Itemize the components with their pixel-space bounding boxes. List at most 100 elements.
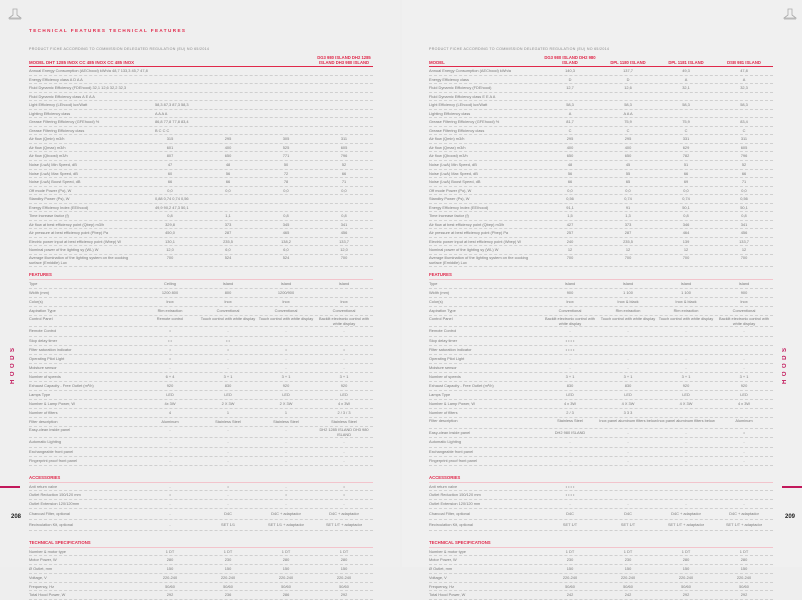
table-cell: - xyxy=(227,457,229,463)
table-row: Electric power input at best efficiency … xyxy=(429,238,773,247)
table-row: Fingerprint proof front panel - - - - xyxy=(29,457,373,466)
table-cell: 629 xyxy=(682,144,690,150)
table-cell: - xyxy=(227,501,229,507)
row-label: Type xyxy=(29,281,38,287)
range-hood-icon xyxy=(783,8,797,20)
table-cell: 32,1 xyxy=(682,85,690,91)
table-cell: 139 xyxy=(682,238,690,244)
table-row: Automatic Lighting - - - - xyxy=(429,438,773,448)
table-cell: 807 xyxy=(166,153,174,159)
table-row: Automatic Lighting - - - - xyxy=(29,438,373,448)
table-cell: 50 xyxy=(283,162,289,168)
row-label: Electric power input at best efficiency … xyxy=(429,238,522,244)
table-cell: 133,7 xyxy=(339,238,349,244)
table-cell: Island xyxy=(680,281,692,287)
table-cell: Island xyxy=(222,281,234,287)
table-cell: • xyxy=(343,492,345,498)
table-cell: 287 xyxy=(224,230,232,236)
table-cell: 292 xyxy=(740,592,748,598)
table-row: Grease Filtering Efficiency (GFEhood) % 8… xyxy=(429,118,773,127)
table-cell: - xyxy=(685,328,687,334)
table-row: Outlet Reduction 150/120 mm • • • • xyxy=(429,491,773,501)
row-label: Fluid Dynamic Efficiency (FDEhood) xyxy=(429,85,492,91)
table-cell: - xyxy=(227,492,229,498)
table-cell: • xyxy=(743,430,745,436)
table-row: Time increase factor (f) 0,8 1,1 0,8 0,8 xyxy=(29,212,373,221)
row-label: Frequency, Hz xyxy=(429,583,455,589)
table-cell: 1 DT xyxy=(565,548,575,554)
table-cell: LED xyxy=(740,392,748,398)
table-cell: • • xyxy=(168,337,172,343)
table-cell: • • xyxy=(226,337,230,343)
side-tab-bar xyxy=(0,486,20,488)
table-row: Frequency, Hz 50/60 50/60 50/60 50/60 xyxy=(429,583,773,592)
table-cell: • xyxy=(169,355,171,361)
table-cell: Backlit electronic control with white di… xyxy=(319,316,369,326)
row-label: Grease Filtering Efficiency class xyxy=(29,127,85,133)
table-cell: 465 xyxy=(282,230,290,236)
table-cell: 295 xyxy=(624,136,632,142)
table-cell: - xyxy=(343,501,345,507)
table-row: Width (mm) 900 1 100 1 100 900 xyxy=(429,289,773,299)
table-row: Filter description Aluminum Stainless Stee… xyxy=(29,418,373,428)
table-row: Filter saturation indicator • • • • xyxy=(429,346,773,355)
table-row: Operating Pilot Light • - - - xyxy=(29,355,373,364)
table-cell: 830 xyxy=(224,382,232,388)
table-cell: • xyxy=(227,346,229,352)
table-cell: Inox xyxy=(340,299,348,305)
table-cell: 0,8 xyxy=(683,213,689,219)
table-cell: SET 1/T + adaptador xyxy=(667,521,705,527)
table-row: Noise (LwA) Max Speed, dB 56 55 66 66 xyxy=(429,170,773,179)
table-cell: 427 xyxy=(566,221,574,227)
section-heading: TECHNICAL SPECIFICATIONS xyxy=(429,539,773,548)
row-label: Outlet Reduction 150/120 mm xyxy=(29,492,81,498)
table-row: Anti return valve - • - • xyxy=(29,483,373,492)
table-row: Light Efficiency (LEhood) lux/Watt 58,3 58… xyxy=(429,101,773,110)
row-label: Fluid Dynamic Efficiency class A E A A xyxy=(29,93,95,99)
table-cell: 1 100 xyxy=(681,290,691,296)
table-cell: 295 xyxy=(224,136,232,142)
table-section-tech: TECHNICAL SPECIFICATIONS Number & motor t… xyxy=(29,539,373,600)
table-cell: 2 / 3 xyxy=(566,410,574,416)
table-cell: 220-240 xyxy=(336,574,352,580)
row-label: Width (mm) xyxy=(29,290,50,296)
row-label: Control Panel xyxy=(429,316,453,322)
row-label: Grease Filtering Efficiency (GFEhood) % xyxy=(429,119,500,125)
table-cell: LED xyxy=(682,392,690,398)
table-cell: 65 xyxy=(625,179,631,185)
table-cell: 0,8 xyxy=(283,213,289,219)
table-cell: 50/60 xyxy=(565,583,575,589)
table-cell: 400 xyxy=(566,144,574,150)
table-cell: 400 xyxy=(224,144,232,150)
table-row: Nominal power of the lighting sy (WL) W 1… xyxy=(29,246,373,256)
table-cell: - xyxy=(169,483,171,489)
table-row: Grease Filtering Efficiency class B C C C xyxy=(29,127,373,136)
table-row: Air flow (Qboost) m3/h 650 650 782 796 xyxy=(429,152,773,162)
table-row: Voltage, V 220-240 220-240 220-240 220-240 xyxy=(29,574,373,583)
table-cell: 920 xyxy=(282,382,290,388)
table-cell: Conventional xyxy=(558,308,582,314)
row-label: Air flow (Qmax) m3/h xyxy=(429,144,466,150)
table-cell: 3 + 1 xyxy=(739,373,749,379)
row-label: Nominal power of the lighting sy (WL) W xyxy=(429,247,499,253)
table-cell: 1 DT xyxy=(165,548,175,554)
table-cell: Conventional xyxy=(332,308,356,314)
row-label: Noise (LwA) Min Speed, dB xyxy=(29,162,77,168)
table-cell: Rim extraction xyxy=(615,308,641,314)
table-cell: 12,7 xyxy=(566,85,574,91)
table-row: Charcoal Filter, optional D4C D4C D4C + ada… xyxy=(429,509,773,520)
section-heading: TECHNICAL SPECIFICATIONS xyxy=(29,539,373,548)
row-label: Aspiration Type xyxy=(29,308,56,314)
table-row: Grease Filtering Efficiency (GFEhood) % 8… xyxy=(29,118,373,127)
table-cell: 52 xyxy=(741,162,747,168)
table-cell: 464 xyxy=(682,230,690,236)
table-cell: Stainless Steel xyxy=(557,418,583,424)
table-row: Aspiration Type Rim extraction Conventiona… xyxy=(29,307,373,317)
row-label: Annual Energy Consumption (AEChood) kWh/… xyxy=(429,68,511,73)
table-cell: 796 xyxy=(340,153,348,159)
table-cell: - xyxy=(227,448,229,454)
table-cell: 329,8 xyxy=(165,221,175,227)
row-label: Aspiration Type xyxy=(429,308,456,314)
table-cell: - xyxy=(685,448,687,454)
table-cell: 50/60 xyxy=(165,583,175,589)
